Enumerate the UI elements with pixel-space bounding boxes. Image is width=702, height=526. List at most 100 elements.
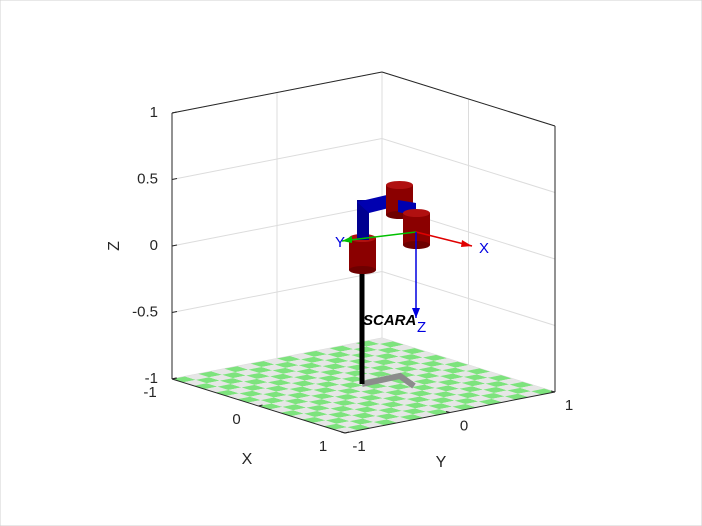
floor-tile <box>334 394 359 400</box>
floor-tile <box>333 366 358 373</box>
floor-tile <box>405 369 430 376</box>
floor-tile <box>303 350 328 357</box>
floor-tile <box>388 350 413 357</box>
floor-tile <box>185 373 210 380</box>
floor-tile <box>204 386 229 393</box>
z-tick-label: 1 <box>150 104 158 121</box>
z-tick <box>171 111 178 114</box>
floor-tile <box>198 371 223 378</box>
floor-tile <box>374 386 399 393</box>
floor-tile <box>437 379 462 386</box>
floor-tile <box>316 348 341 355</box>
floor-tile <box>359 361 384 368</box>
floor-tile <box>222 372 247 379</box>
floor-tile <box>433 358 458 365</box>
floor-tile <box>284 398 309 405</box>
floor-tile <box>259 370 284 377</box>
floor-tile <box>509 381 534 388</box>
floor-tile <box>290 353 315 360</box>
floor-tile <box>459 386 484 393</box>
floor-tile <box>431 364 456 371</box>
floor-tile <box>448 382 473 389</box>
floor-tile <box>206 380 231 387</box>
floor-tile <box>274 361 299 368</box>
floor-tile <box>237 363 262 370</box>
floor-tile <box>385 356 410 363</box>
floor-tile <box>224 366 249 373</box>
floor-tile <box>306 405 331 411</box>
floor-tile <box>520 385 545 392</box>
floor-tile <box>349 418 374 425</box>
z-tick-label: -1 <box>145 370 158 387</box>
floor-tile <box>327 351 352 358</box>
floor-tile <box>332 399 357 406</box>
floor-tile <box>439 373 464 380</box>
floor-tile <box>277 355 301 362</box>
floor-tile <box>182 379 207 386</box>
floor-tile <box>325 417 350 424</box>
floor-tile <box>252 388 277 395</box>
floor-tile <box>446 388 471 395</box>
frame-y-axis <box>341 231 417 242</box>
axes: -1 -0.5 0 0.5 1 -1 0 1 -1 0 1 X Y Z <box>106 71 573 471</box>
floor-tile <box>304 411 328 417</box>
floor-tile <box>247 400 272 406</box>
floor-tile <box>256 376 281 383</box>
floor-tile <box>380 401 405 408</box>
floor-tile <box>311 393 335 400</box>
joint-2-top <box>386 181 413 189</box>
floor-tile <box>441 400 466 407</box>
floor-tile <box>271 400 296 407</box>
floor-tile <box>335 360 360 367</box>
floor-tile <box>379 341 404 348</box>
floor-tile <box>364 349 389 356</box>
floor-tile <box>276 389 301 395</box>
floor-tile <box>361 355 386 362</box>
floor-tile <box>485 381 510 387</box>
floor-tile <box>302 383 327 390</box>
floor-tile <box>372 359 397 366</box>
floor-tile <box>209 374 233 381</box>
floor-tile <box>283 371 308 378</box>
floor-tile <box>312 420 337 427</box>
floor-tile <box>261 364 286 371</box>
robot-shadow <box>361 372 416 389</box>
floor-tile <box>287 359 312 366</box>
floor-tile <box>382 395 407 402</box>
floor-tile <box>315 381 340 388</box>
floor-tile <box>278 383 303 389</box>
floor-tile <box>289 386 314 393</box>
floor-tile <box>301 416 326 423</box>
floor-tile <box>409 357 434 364</box>
floor-tile <box>443 394 468 401</box>
floor-tile <box>317 408 342 415</box>
floor-tile <box>387 383 412 390</box>
floor-tile <box>383 362 408 369</box>
floor-tile <box>313 387 338 394</box>
floor-tile <box>340 349 365 355</box>
floor-tile <box>375 353 399 360</box>
floor-tile <box>422 387 447 394</box>
floor-tile <box>391 404 416 411</box>
floor-tile <box>398 387 423 394</box>
floor-tile <box>172 376 196 383</box>
floor-tile <box>321 396 346 403</box>
floor-tile <box>381 368 406 375</box>
floor-tile <box>270 373 294 380</box>
floor-tile <box>402 408 427 415</box>
floor-tile <box>307 372 332 378</box>
y-tick-label: 0 <box>460 417 468 434</box>
floor-tile <box>219 378 244 384</box>
floor-tile <box>350 385 375 392</box>
floor-tile <box>401 348 426 355</box>
floor-tile <box>243 378 268 385</box>
floor-tile <box>467 395 492 402</box>
floor-tile <box>265 385 290 392</box>
floor-tile <box>337 388 362 394</box>
floor-tile <box>263 358 288 365</box>
floor-tile <box>455 365 480 371</box>
floor-tile <box>324 390 349 397</box>
floor-tile <box>418 366 443 373</box>
y-tick <box>445 411 451 413</box>
